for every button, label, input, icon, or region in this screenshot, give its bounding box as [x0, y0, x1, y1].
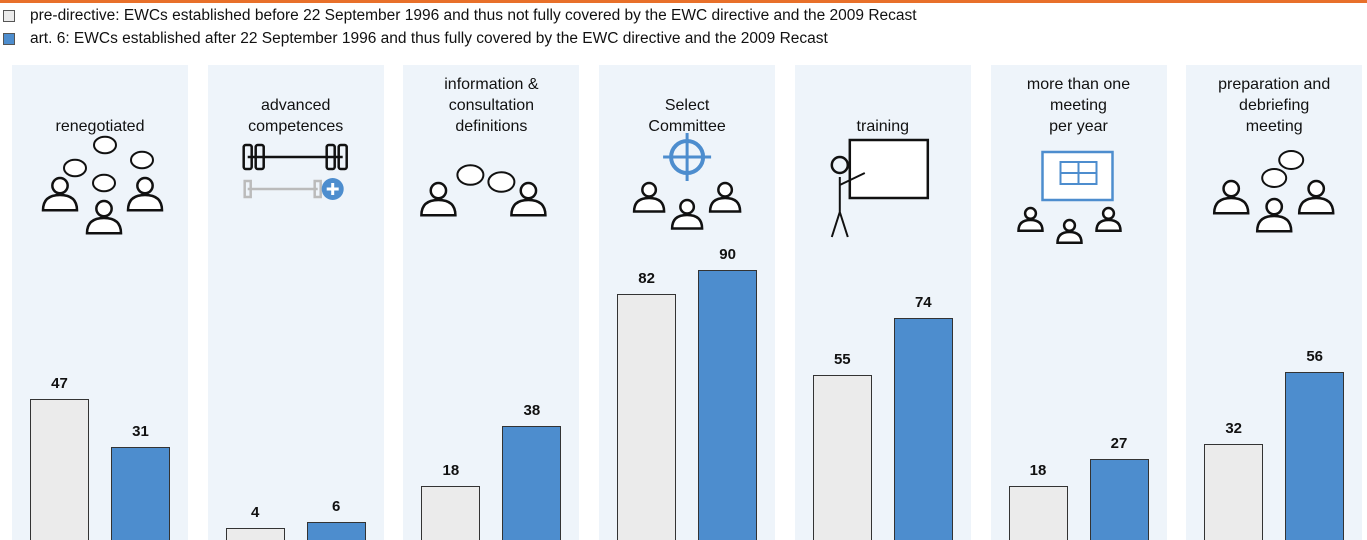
icon-shape — [420, 198, 457, 217]
icon-shape — [487, 171, 516, 193]
panel-label: Select Committee — [648, 97, 726, 135]
panel-label: more than one meeting per year — [1026, 76, 1131, 135]
icon-shape — [1095, 218, 1122, 233]
icon-shape — [95, 199, 113, 218]
value-label: 6 — [332, 498, 341, 515]
icon-shape — [1297, 196, 1335, 215]
value-label: 4 — [251, 504, 260, 521]
icon-shape — [663, 133, 712, 181]
icon-shape — [325, 143, 336, 171]
icon-shape — [1222, 179, 1241, 198]
bar — [1204, 444, 1264, 540]
icon-shape — [313, 179, 322, 199]
legend-label: pre-directive: EWCs established before 2… — [30, 7, 917, 24]
icon-shape — [1307, 179, 1326, 198]
bar — [1089, 459, 1149, 540]
bar — [1008, 486, 1068, 540]
icon-shape — [63, 158, 87, 178]
icon-shape — [85, 216, 123, 235]
icon-shape — [670, 213, 704, 230]
legend-item: pre-directive: EWCs established before 2… — [3, 7, 917, 25]
legend-label: art. 6: EWCs established after 22 Septem… — [30, 30, 828, 47]
icon-shape — [510, 198, 547, 217]
icon-shape — [242, 143, 253, 171]
panel-label: renegotiated — [55, 118, 145, 135]
icon-shape — [848, 138, 930, 200]
bar — [306, 522, 366, 540]
icon-shape — [456, 164, 485, 186]
value-label: 27 — [1110, 435, 1128, 452]
panel-label: training — [856, 118, 910, 135]
value-label: 31 — [132, 423, 149, 440]
bar — [30, 399, 89, 540]
value-label: 74 — [914, 294, 932, 311]
icon-shape — [337, 143, 348, 171]
icon-shape — [126, 193, 164, 212]
panel: advanced competences — [207, 65, 384, 540]
icon-shape — [1023, 206, 1038, 221]
icon-shape — [41, 193, 79, 212]
value-label: 18 — [442, 462, 460, 479]
icon-shape — [641, 181, 658, 198]
bar — [1285, 372, 1345, 540]
value-label: 55 — [833, 351, 851, 368]
value-label: 18 — [1029, 462, 1047, 479]
icon-shape — [1017, 218, 1044, 233]
panel-label: preparation and debriefing meeting — [1218, 76, 1331, 135]
icon-shape — [708, 196, 742, 213]
icon-shape — [1212, 196, 1250, 215]
bar — [893, 318, 953, 540]
value-label: 56 — [1306, 348, 1324, 365]
bar — [421, 486, 481, 540]
panel-label: advanced competences — [248, 97, 344, 135]
icon-shape — [243, 179, 252, 199]
icon-shape — [1101, 206, 1116, 221]
icon-shape — [679, 198, 696, 215]
bar — [617, 294, 677, 540]
icon-shape — [1278, 150, 1305, 170]
icon-shape — [136, 176, 154, 195]
icon-shape — [254, 143, 265, 171]
icon-shape — [130, 150, 154, 170]
value-label: 38 — [523, 402, 541, 419]
bar — [111, 447, 170, 540]
value-label: 32 — [1225, 420, 1243, 437]
icon-shape — [1056, 230, 1083, 245]
icon-shape — [429, 181, 448, 200]
icon-shape — [830, 155, 850, 175]
icon-shape — [1255, 214, 1293, 233]
icon-shape — [519, 181, 538, 200]
value-label: 82 — [638, 270, 655, 287]
icon-shape — [1062, 218, 1077, 233]
icon-shape — [326, 183, 339, 195]
icon-shape — [51, 176, 69, 195]
legend-swatch — [3, 33, 15, 45]
accent-line — [0, 0, 1367, 3]
bar — [812, 375, 872, 540]
icon-shape — [717, 181, 734, 198]
bar — [502, 426, 562, 540]
legend-item: art. 6: EWCs established after 22 Septem… — [3, 30, 828, 48]
value-label: 47 — [51, 375, 68, 392]
bar — [225, 528, 285, 540]
icon-shape — [92, 173, 116, 193]
legend-swatch — [3, 10, 15, 22]
icon-shape — [1261, 168, 1288, 188]
icon-shape — [1265, 197, 1284, 216]
icon-shape — [632, 196, 666, 213]
value-label: 90 — [719, 246, 736, 263]
panel-label: information & consultation definitions — [444, 76, 539, 135]
bar — [698, 270, 758, 540]
icon-shape — [93, 135, 117, 155]
icon-shape — [830, 172, 866, 238]
icon-shape — [1059, 161, 1098, 185]
